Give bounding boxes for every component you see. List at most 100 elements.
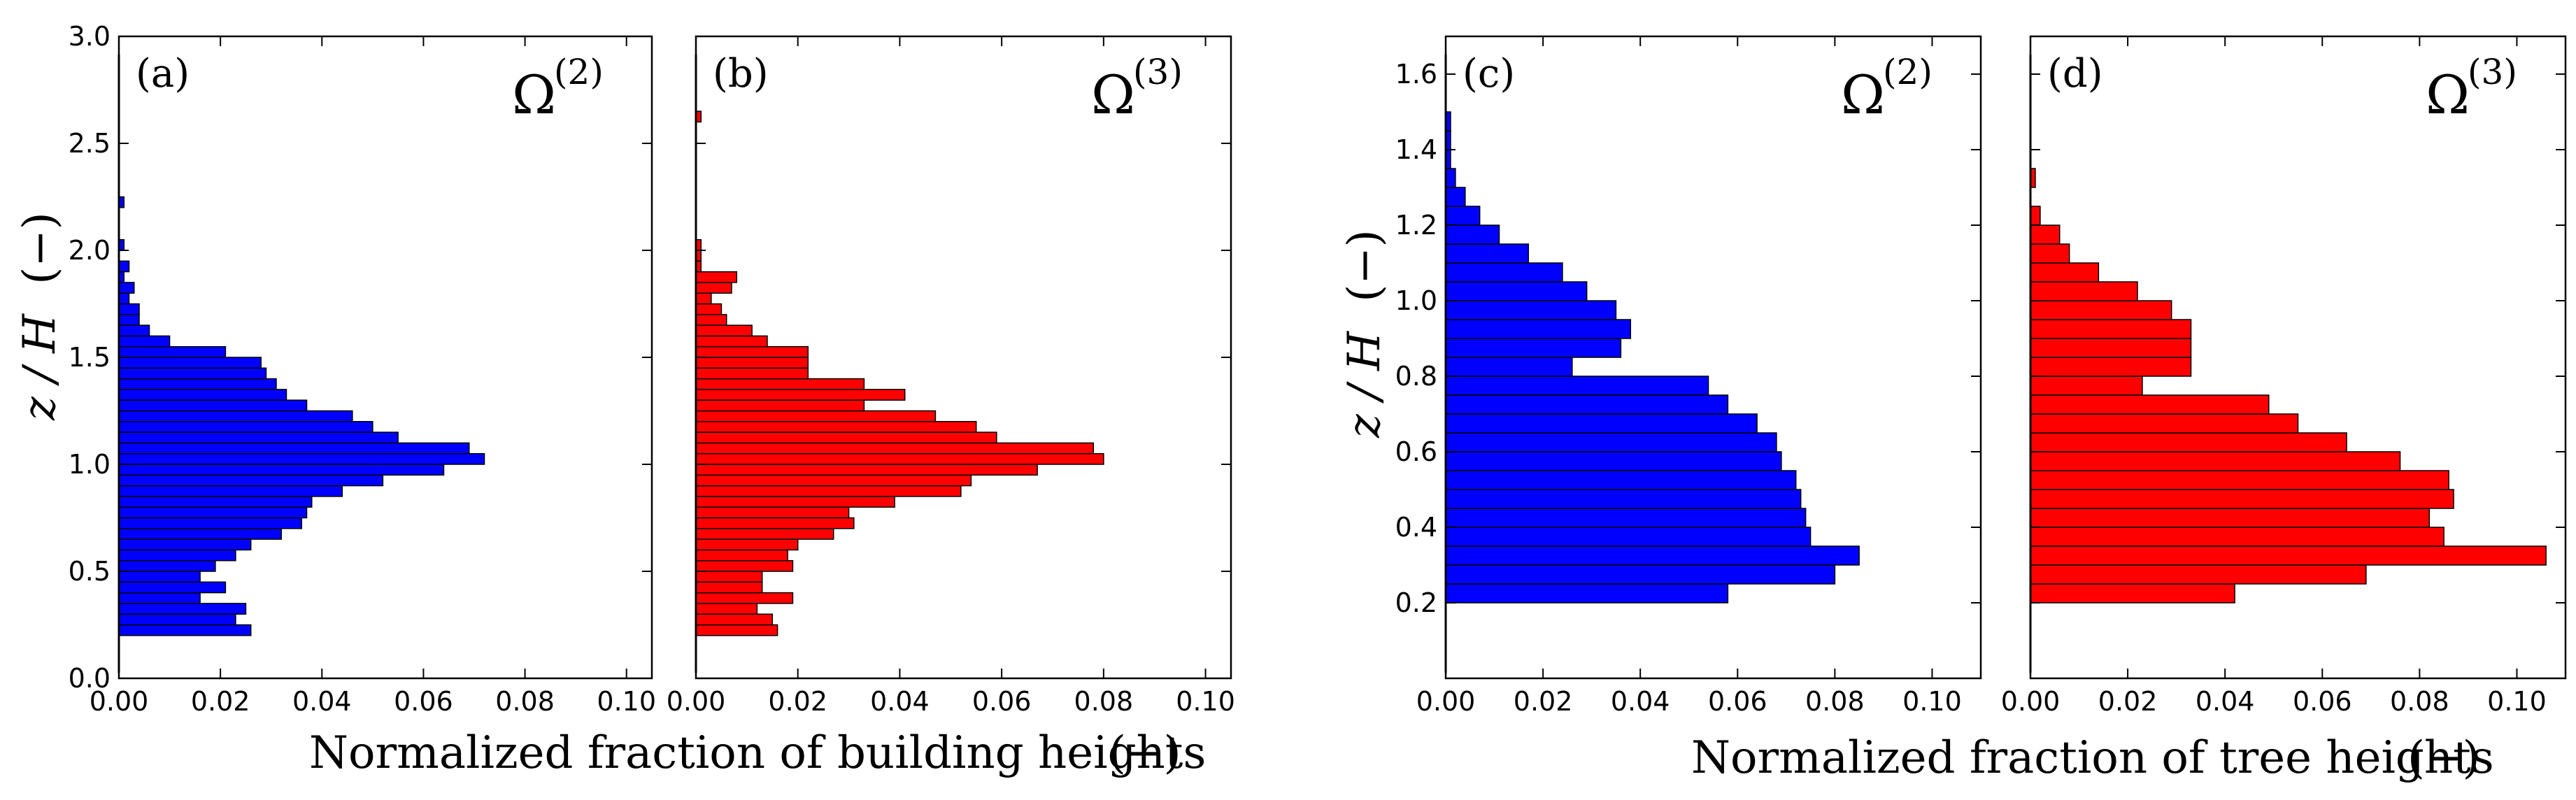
bar	[2030, 508, 2431, 528]
x-tick-label: 0.10	[1176, 686, 1235, 717]
x-tick-label: 0.06	[2293, 686, 2352, 717]
bar	[695, 506, 850, 519]
bar	[695, 271, 738, 283]
y-tick-label: 1.0	[1395, 285, 1437, 316]
bar	[695, 538, 799, 551]
bar	[2030, 394, 2270, 415]
bar	[118, 517, 303, 529]
bar	[1445, 394, 1729, 415]
bar	[118, 571, 201, 583]
bar	[695, 345, 809, 358]
x-tick-label: 0.04	[2196, 686, 2255, 717]
panel-d: 0.00 0.02 0.04 0.06 0.08 0.10 (d) Ω(3)	[2001, 35, 2567, 717]
ylabel-left: z / H (−)	[14, 212, 66, 421]
bar	[2030, 376, 2143, 396]
ylabel-right-text: z / H	[1339, 331, 1390, 438]
bar	[118, 464, 445, 476]
bar	[1445, 262, 1563, 283]
bar	[695, 571, 763, 583]
bar	[695, 581, 763, 594]
bar	[1445, 451, 1782, 471]
ylabel-left-text: z / H	[14, 313, 66, 421]
bar	[1445, 243, 1529, 264]
x-tick-label: 0.00	[2001, 686, 2061, 717]
panel-a: 0.00 0.02 0.04 0.06 0.08 0.10 0.0 0.5 1.0 1.5 2.0 2…	[69, 21, 656, 717]
x-tick-label: 0.06	[1708, 686, 1767, 717]
y-tick-label: 2.5	[69, 128, 111, 159]
x-tick-label: 0.10	[597, 686, 656, 717]
xlabel-buildings-unit: (−)	[1109, 727, 1181, 779]
bar	[118, 624, 252, 636]
bar	[118, 452, 485, 465]
bar	[2030, 470, 2449, 490]
bar	[118, 314, 140, 326]
ylabel-left-unit: (−)	[14, 212, 66, 285]
x-tick-label: 0.08	[495, 686, 555, 717]
x-tick-label: 0.00	[90, 686, 149, 717]
bar	[118, 474, 384, 487]
bar	[1445, 545, 1860, 566]
bar	[1445, 432, 1777, 452]
bar	[118, 282, 135, 294]
bar	[118, 421, 373, 433]
xlabel-trees-unit: (−)	[2407, 732, 2480, 784]
bar	[118, 378, 277, 390]
bar	[2030, 527, 2445, 547]
plot-frame	[2029, 35, 2567, 680]
bar	[118, 324, 150, 337]
bar	[2030, 319, 2192, 339]
bar	[2030, 338, 2192, 358]
bar	[118, 613, 236, 626]
omega-label: Ω	[1091, 64, 1135, 126]
x-tick-label: 0.08	[2390, 686, 2449, 717]
y-tick-label: 0.8	[1395, 361, 1437, 392]
panel-b: 0.00 0.02 0.04 0.06 0.08 0.10 (b) Ω(3)	[667, 35, 1235, 717]
bar	[695, 452, 1104, 465]
bar	[2030, 262, 2100, 283]
bar	[118, 559, 216, 572]
bar	[695, 603, 758, 615]
xlabel-buildings: Normalized fraction of building heights	[309, 727, 1206, 779]
y-tick-label: 0.6	[1395, 436, 1437, 467]
bar	[1445, 206, 1481, 226]
bar	[118, 485, 343, 497]
bar	[695, 613, 774, 626]
y-tick-label: 0.4	[1395, 512, 1437, 543]
bar	[118, 367, 267, 380]
panel-c: 0.00 0.02 0.04 0.06 0.08 0.10 0.2 0.4 0.6 0.8 1.0 1…	[1395, 35, 1982, 717]
omega-label: Ω	[512, 64, 556, 126]
bar	[695, 559, 794, 572]
bar	[1445, 338, 1622, 358]
bar	[1445, 376, 1709, 396]
x-tick-label: 0.06	[394, 686, 453, 717]
bar	[695, 421, 977, 433]
bar	[118, 538, 252, 551]
bar	[118, 357, 262, 369]
ylabel-right: z / H (−)	[1339, 229, 1390, 438]
omega-exponent: (3)	[2468, 52, 2517, 92]
bar	[695, 496, 895, 508]
x-tick-label: 0.10	[1902, 686, 1962, 717]
x-tick-label: 0.08	[1074, 686, 1134, 717]
panel-tag: (b)	[713, 51, 769, 97]
bar	[118, 603, 247, 615]
panel-tag: (a)	[136, 51, 190, 97]
plot-frame	[1444, 35, 1982, 680]
x-tick-label: 0.10	[2487, 686, 2547, 717]
bar	[118, 496, 313, 508]
bar	[695, 624, 778, 636]
x-tick-label: 0.02	[768, 686, 827, 717]
omega-label: Ω	[1841, 64, 1885, 126]
x-tick-label: 0.08	[1805, 686, 1865, 717]
bar	[695, 324, 753, 337]
x-tick-label: 0.02	[2098, 686, 2158, 717]
bar	[118, 399, 308, 412]
bar	[1445, 168, 1456, 188]
bar	[1445, 187, 1466, 207]
x-tick-label: 0.00	[1416, 686, 1476, 717]
bar	[1445, 319, 1632, 339]
bar	[695, 474, 972, 487]
bar	[695, 282, 732, 294]
bar	[118, 345, 227, 358]
